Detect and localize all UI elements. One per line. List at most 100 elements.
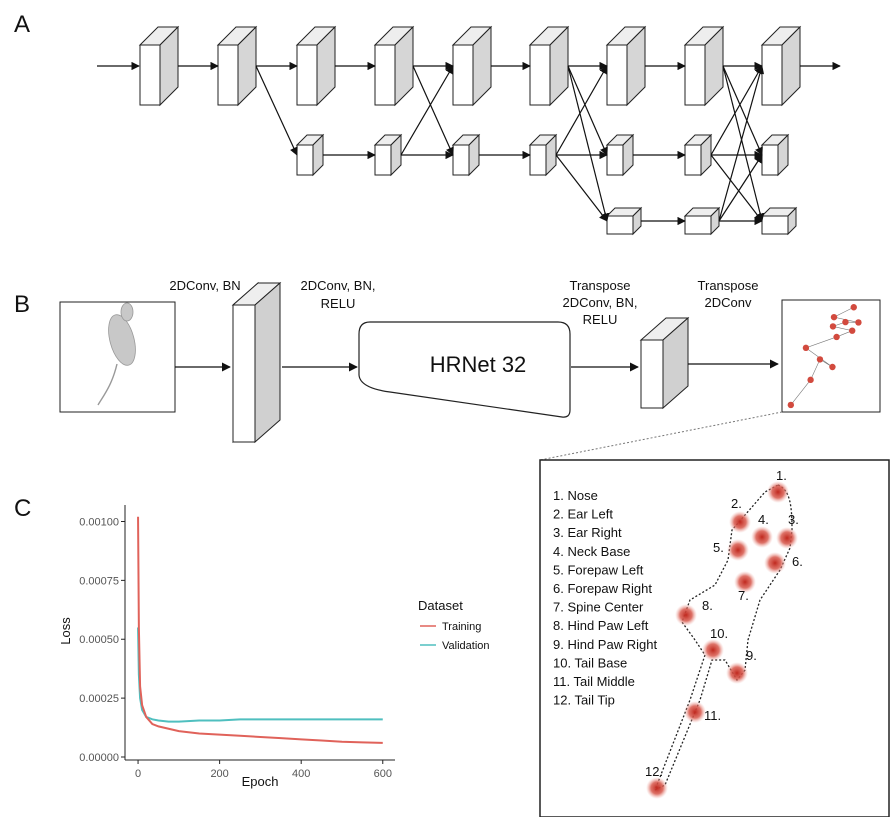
block-front bbox=[296, 44, 318, 106]
arrow bbox=[718, 154, 763, 222]
arrow bbox=[722, 65, 763, 156]
step-label: 2DConv bbox=[705, 295, 752, 310]
keypoint-name: 11. Tail Middle bbox=[553, 674, 635, 689]
y-tick-label: 0.00025 bbox=[79, 693, 119, 705]
panel-label: B bbox=[14, 291, 30, 318]
zoom-line bbox=[539, 411, 783, 461]
keypoint bbox=[684, 701, 706, 723]
arrow bbox=[722, 65, 765, 222]
mini-keypoint bbox=[855, 319, 862, 326]
keypoint-name: 4. Neck Base bbox=[553, 544, 630, 559]
mini-keypoint bbox=[816, 356, 824, 363]
arrow bbox=[555, 65, 608, 156]
mini-keypoint bbox=[787, 401, 795, 409]
block-front bbox=[684, 144, 702, 176]
keypoint-number: 8. bbox=[702, 598, 713, 613]
keypoint-number: 1. bbox=[776, 468, 787, 483]
keypoint-number: 12. bbox=[645, 764, 663, 779]
step-label: 2DConv, BN, bbox=[301, 278, 376, 293]
block-front bbox=[529, 144, 547, 176]
y-tick-label: 0.00000 bbox=[79, 752, 119, 764]
rat-illustration bbox=[97, 302, 136, 406]
arrow bbox=[555, 154, 608, 222]
x-tick-label: 200 bbox=[210, 768, 228, 780]
arrow bbox=[710, 65, 763, 156]
keypoint-name: 12. Tail Tip bbox=[553, 693, 615, 708]
keypoint-name: 6. Forepaw Right bbox=[553, 581, 652, 596]
output-image bbox=[781, 299, 881, 413]
arrow bbox=[567, 65, 608, 156]
mini-keypoint bbox=[830, 313, 838, 321]
keypoint bbox=[726, 662, 748, 684]
step-label: RELU bbox=[321, 296, 356, 311]
step-label: Transpose bbox=[570, 278, 631, 293]
block-front bbox=[374, 44, 396, 106]
mini-keypoint bbox=[807, 376, 814, 384]
arrow bbox=[412, 65, 454, 156]
keypoint bbox=[751, 526, 773, 548]
y-tick-label: 0.00050 bbox=[79, 634, 119, 646]
x-axis-label: Epoch bbox=[242, 774, 279, 789]
keypoint bbox=[727, 539, 749, 561]
mini-keypoint bbox=[833, 333, 840, 341]
mini-keypoint bbox=[842, 318, 849, 326]
keypoint-name: 5. Forepaw Left bbox=[553, 562, 644, 577]
block-front bbox=[606, 215, 634, 235]
mini-keypoint bbox=[849, 327, 856, 334]
block-front bbox=[452, 144, 470, 176]
mini-outline bbox=[790, 306, 859, 406]
loss-line bbox=[137, 627, 383, 723]
step-label: RELU bbox=[583, 312, 618, 327]
keypoint-name: 7. Spine Center bbox=[553, 600, 644, 615]
keypoint-number: 5. bbox=[713, 540, 724, 555]
hrnet-label: HRNet 32 bbox=[430, 352, 527, 377]
keypoint bbox=[764, 552, 786, 574]
keypoint-name: 9. Hind Paw Right bbox=[553, 637, 657, 652]
keypoint-legend: 1. Nose 2. Ear Left 3. Ear Right 4. Neck Ba… bbox=[553, 488, 657, 708]
step-label: 2DConv, BN bbox=[169, 278, 240, 293]
mini-keypoint bbox=[829, 323, 837, 330]
block-front bbox=[452, 44, 474, 106]
legend-label: Validation bbox=[442, 640, 490, 652]
network-diagram bbox=[97, 25, 841, 236]
keypoint-number: 4. bbox=[758, 512, 769, 527]
block-front bbox=[684, 215, 712, 235]
arrow bbox=[567, 65, 610, 222]
hrnet-block bbox=[358, 321, 571, 418]
keypoint-number: 10. bbox=[710, 626, 728, 641]
legend-title: Dataset bbox=[418, 598, 463, 613]
keypoint-number: 9. bbox=[746, 648, 757, 663]
block-front bbox=[761, 215, 789, 235]
mini-keypoint bbox=[802, 344, 810, 352]
block-side bbox=[254, 281, 281, 444]
keypoint bbox=[646, 777, 668, 799]
y-tick-label: 0.00075 bbox=[79, 575, 119, 587]
panel-label: A bbox=[14, 11, 30, 38]
block-front bbox=[139, 44, 161, 106]
keypoint-number: 2. bbox=[731, 496, 742, 511]
block-front bbox=[232, 304, 256, 443]
block-front bbox=[529, 44, 551, 106]
keypoint bbox=[734, 571, 756, 593]
x-tick-label: 0 bbox=[135, 768, 141, 780]
keypoint-number: 6. bbox=[792, 554, 803, 569]
block-front bbox=[684, 44, 706, 106]
keypoint-number: 7. bbox=[738, 588, 749, 603]
arrow bbox=[710, 154, 763, 222]
keypoint-name: 8. Hind Paw Left bbox=[553, 618, 649, 633]
arrow bbox=[400, 65, 454, 156]
x-tick-label: 400 bbox=[292, 768, 310, 780]
loss-line bbox=[137, 516, 383, 744]
arrow bbox=[718, 65, 765, 222]
arrow bbox=[255, 65, 298, 156]
keypoint bbox=[767, 481, 789, 503]
block-front bbox=[761, 44, 783, 106]
mini-skeleton bbox=[787, 304, 862, 409]
keypoint-number: 11. bbox=[704, 708, 721, 723]
y-axis-label: Loss bbox=[58, 617, 73, 645]
block-front bbox=[217, 44, 239, 106]
block-front bbox=[640, 339, 664, 409]
step-label: 2DConv, BN, bbox=[563, 295, 638, 310]
x-tick-label: 600 bbox=[374, 768, 392, 780]
